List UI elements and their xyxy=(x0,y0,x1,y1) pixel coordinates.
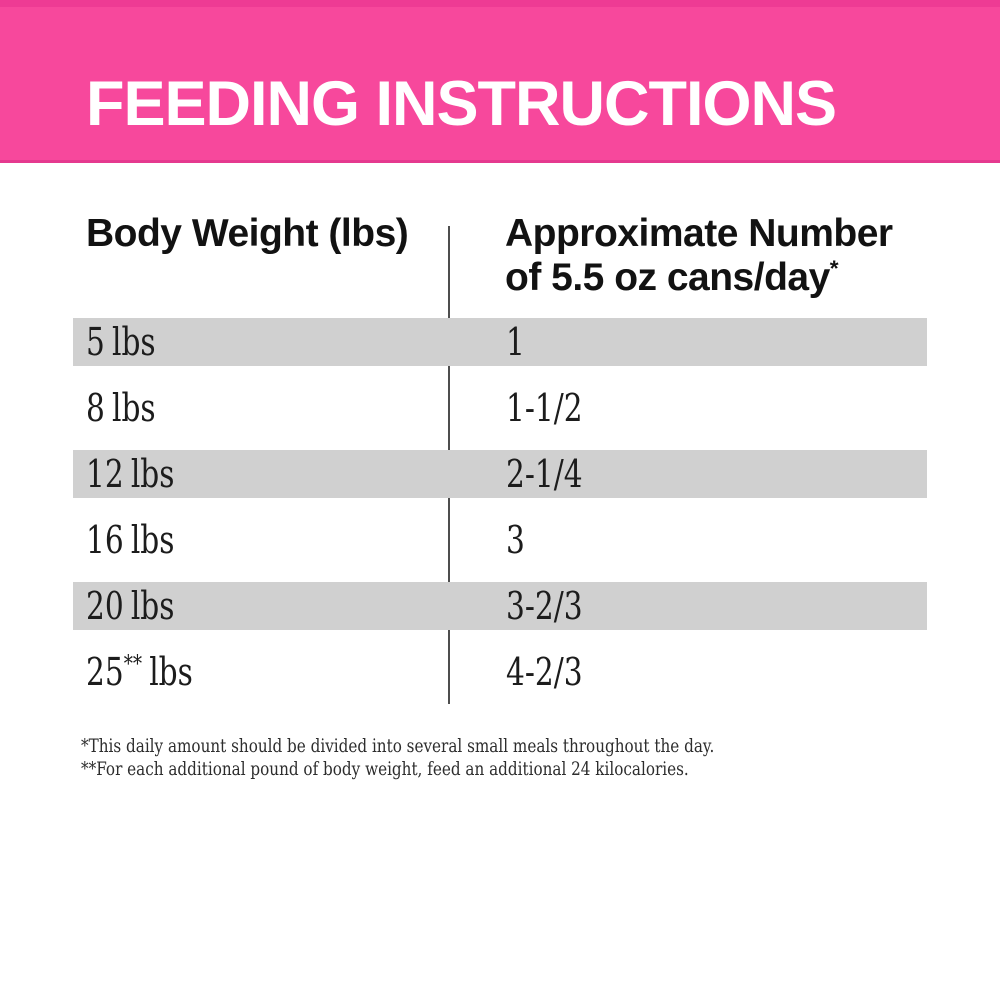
cans-per-day-cell: 3 xyxy=(506,518,525,562)
body-weight-cell: 5 lbs xyxy=(86,320,156,364)
table-row: 20 lbs 3-2/3 xyxy=(73,582,927,630)
footnote-additional-weight: **For each additional pound of body weig… xyxy=(81,758,689,780)
footnotes: *This daily amount should be divided int… xyxy=(81,735,873,781)
table-row: 12 lbs 2-1/4 xyxy=(73,450,927,498)
column-header-cans-per-day: Approximate Number of 5.5 oz cans/day* xyxy=(505,212,893,300)
table-body: 5 lbs 1 8 lbs 1-1/2 12 lbs 2-1/4 16 lbs 3 20… xyxy=(73,318,927,714)
column-header-cans-line2: of 5.5 oz cans/day xyxy=(505,256,830,299)
column-header-cans-line1: Approximate Number xyxy=(505,212,893,255)
cans-per-day-cell: 3-2/3 xyxy=(506,584,583,628)
table-row: 25** lbs 4-2/3 xyxy=(73,648,927,696)
body-weight-cell: 12 lbs xyxy=(86,452,175,496)
header-banner: FEEDING INSTRUCTIONS xyxy=(0,0,1000,163)
table-row: 16 lbs 3 xyxy=(73,516,927,564)
body-weight-cell: 25** lbs xyxy=(86,649,193,694)
body-weight-cell: 20 lbs xyxy=(86,584,175,628)
cans-per-day-cell: 1 xyxy=(506,320,525,364)
body-weight-cell: 8 lbs xyxy=(86,386,156,430)
body-weight-cell: 16 lbs xyxy=(86,518,175,562)
footnote-daily-amount: *This daily amount should be divided int… xyxy=(81,735,715,757)
column-header-body-weight: Body Weight (lbs) xyxy=(86,212,409,255)
page-title: FEEDING INSTRUCTIONS xyxy=(86,69,837,139)
table-row: 5 lbs 1 xyxy=(73,318,927,366)
cans-per-day-cell: 4-2/3 xyxy=(506,650,583,694)
footnote-marker-asterisk: * xyxy=(829,256,839,281)
cans-per-day-cell: 1-1/2 xyxy=(506,386,583,430)
cans-per-day-cell: 2-1/4 xyxy=(506,452,583,496)
table-row: 8 lbs 1-1/2 xyxy=(73,384,927,432)
